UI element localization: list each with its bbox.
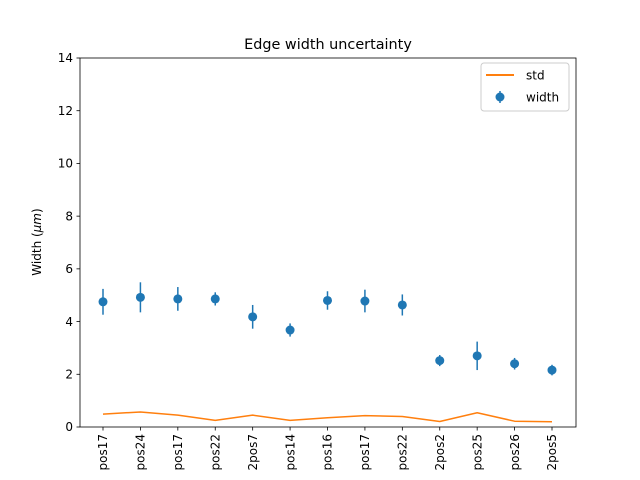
y-tick-label: 8 xyxy=(65,209,73,223)
width-data-point xyxy=(285,325,295,335)
width-data-point xyxy=(547,365,557,375)
x-tick-label: 2pos2 xyxy=(433,434,447,470)
chart-title: Edge width uncertainty xyxy=(244,37,412,53)
x-tick-label: 2pos7 xyxy=(246,434,260,470)
width-data-point xyxy=(323,295,332,305)
y-tick-label: 4 xyxy=(65,315,73,329)
x-tick-label: pos26 xyxy=(508,434,522,470)
width-data-point xyxy=(173,294,183,304)
axes-frame xyxy=(79,57,577,428)
width-data-point xyxy=(360,296,370,306)
x-tick-label: pos17 xyxy=(171,434,185,470)
x-tick-label: pos17 xyxy=(358,434,372,470)
x-tick-label: pos22 xyxy=(208,434,222,470)
width-data-point xyxy=(210,294,220,304)
width-data-point xyxy=(397,300,407,310)
x-tick-label: pos16 xyxy=(321,434,335,470)
x-tick-label: pos22 xyxy=(396,434,410,470)
x-tick-label: pos25 xyxy=(470,434,484,470)
y-tick-label: 0 xyxy=(65,420,73,434)
x-tick-label: pos24 xyxy=(134,434,148,470)
legend: std width xyxy=(480,62,570,112)
legend-std-label: std xyxy=(526,69,545,83)
width-data-point xyxy=(435,356,445,366)
plot-area: 0 2 4 6 8 10 12 14 pos17 pos24 pos17 pos22 2pos7 pos1… xyxy=(58,51,577,470)
width-data-point xyxy=(248,312,258,322)
x-tick-label: pos17 xyxy=(96,434,110,470)
width-data-point xyxy=(510,359,520,369)
x-tick-label: 2pos5 xyxy=(545,434,559,470)
y-axis-label: Width (μm) xyxy=(30,208,44,275)
x-tick-label: pos14 xyxy=(283,434,297,470)
y-tick-label: 2 xyxy=(65,367,73,381)
legend-width-marker-swatch xyxy=(495,92,505,102)
y-tick-label: 10 xyxy=(58,157,73,171)
width-data-point xyxy=(472,351,482,361)
y-tick-label: 6 xyxy=(65,262,73,276)
width-data-point xyxy=(135,292,145,302)
legend-width-label: width xyxy=(526,91,559,105)
y-tick-label: 14 xyxy=(58,51,73,65)
width-data-point xyxy=(98,297,108,307)
y-tick-label: 12 xyxy=(58,104,73,118)
std-series-line xyxy=(102,411,553,423)
